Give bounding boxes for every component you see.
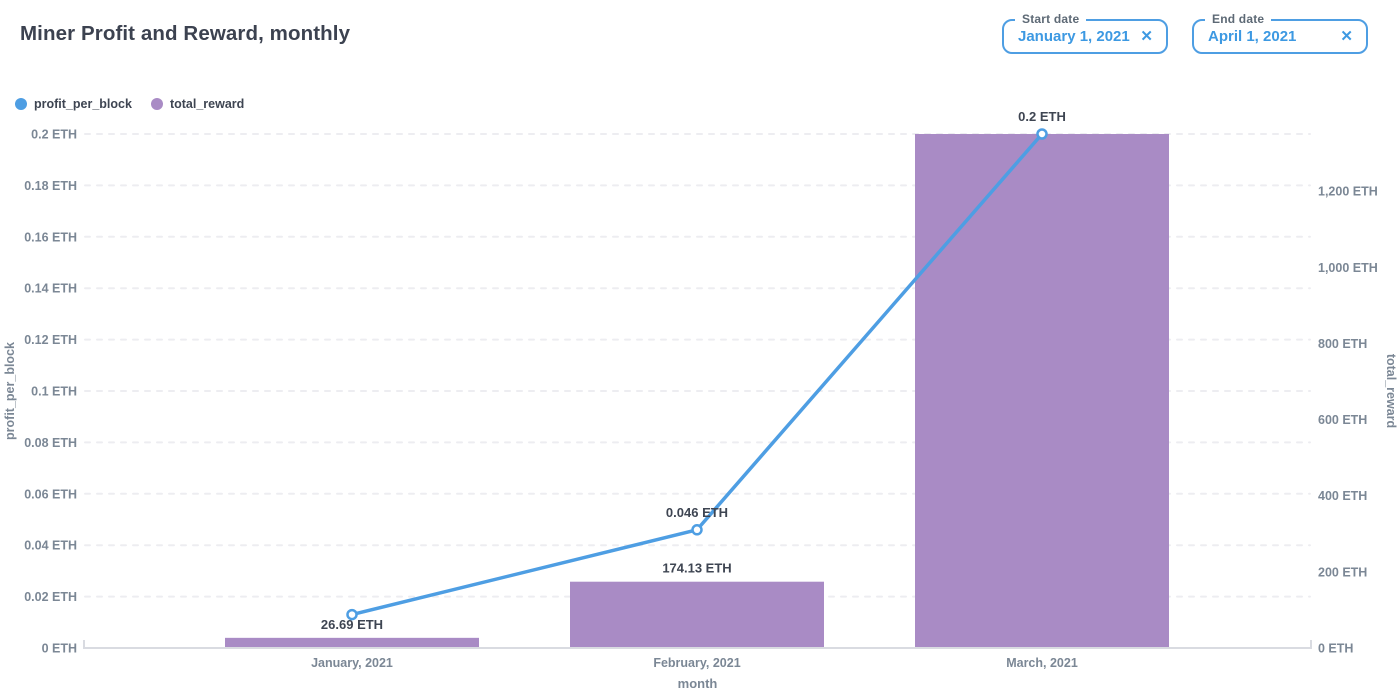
x-tick-label: March, 2021	[1006, 656, 1078, 670]
page-title: Miner Profit and Reward, monthly	[20, 22, 351, 45]
left-axis-tick-label: 0.2 ETH	[31, 128, 77, 142]
date-filters: Start date January 1, 2021 ✕ End date Ap…	[1002, 12, 1368, 54]
right-axis-tick-label: 1,000 ETH	[1318, 261, 1378, 275]
right-axis-tick-label: 1,200 ETH	[1318, 185, 1378, 199]
x-tick-label: February, 2021	[653, 656, 740, 670]
left-axis-title: profit_per_block	[3, 342, 17, 440]
left-axis-tick-label: 0.02 ETH	[24, 590, 77, 604]
line-marker-February, 2021[interactable]	[691, 524, 703, 536]
end-date-label: End date	[1205, 12, 1272, 27]
legend-item-total-reward[interactable]: total_reward	[150, 97, 245, 111]
left-axis-tick-label: 0.16 ETH	[24, 230, 77, 244]
legend-item-profit-per-block[interactable]: profit_per_block	[15, 97, 132, 111]
right-axis-tick-label: 400 ETH	[1318, 489, 1367, 503]
bar-value-label: 174.13 ETH	[662, 561, 731, 576]
right-axis-title: total_reward	[1384, 354, 1398, 428]
right-axis-tick-label: 200 ETH	[1318, 565, 1367, 579]
legend-swatch-icon	[150, 98, 163, 110]
x-axis-title: month	[678, 676, 718, 691]
legend-label: profit_per_block	[34, 97, 132, 111]
left-axis-tick-label: 0.06 ETH	[24, 487, 77, 501]
start-date-input[interactable]: Start date January 1, 2021 ✕	[1002, 12, 1168, 54]
right-axis-tick-label: 800 ETH	[1318, 337, 1367, 351]
left-axis-tick-label: 0.14 ETH	[24, 282, 77, 296]
chart-legend: profit_per_block total_reward	[15, 97, 244, 111]
bar-value-label: 26.69 ETH	[321, 617, 383, 632]
line-value-label: 0.2 ETH	[1018, 109, 1066, 124]
bar-February, 2021[interactable]	[570, 581, 824, 648]
end-date-value: April 1, 2021	[1208, 28, 1297, 45]
legend-label: total_reward	[169, 97, 245, 111]
line-marker-March, 2021[interactable]	[1036, 128, 1048, 140]
end-date-clear-icon[interactable]: ✕	[1340, 28, 1353, 45]
legend-swatch-icon	[15, 98, 27, 110]
x-tick-label: January, 2021	[311, 656, 393, 670]
left-axis-tick-label: 0.1 ETH	[31, 385, 77, 399]
left-axis-tick-label: 0 ETH	[42, 642, 77, 656]
line-marker-January, 2021[interactable]	[346, 608, 358, 621]
right-axis-tick-label: 0 ETH	[1318, 642, 1353, 656]
left-axis-tick-label: 0.18 ETH	[24, 179, 77, 193]
bar-January, 2021[interactable]	[225, 637, 479, 648]
bar-March, 2021[interactable]	[915, 134, 1169, 648]
left-axis-tick-label: 0.08 ETH	[24, 436, 77, 450]
start-date-label: Start date	[1015, 12, 1087, 27]
left-axis-tick-label: 0.04 ETH	[24, 539, 77, 553]
start-date-value: January 1, 2021	[1018, 28, 1130, 45]
left-axis-tick-label: 0.12 ETH	[24, 333, 77, 347]
end-date-input[interactable]: End date April 1, 2021 ✕	[1192, 12, 1368, 54]
right-axis-tick-label: 600 ETH	[1318, 413, 1367, 427]
line-value-label: 0.046 ETH	[666, 505, 728, 520]
start-date-clear-icon[interactable]: ✕	[1140, 28, 1153, 45]
